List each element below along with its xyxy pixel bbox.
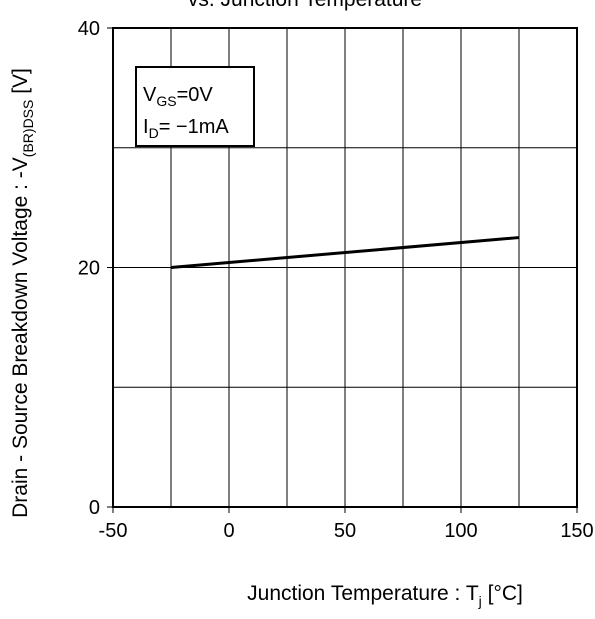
x-axis-label: Junction Temperature : Tj [°C]	[247, 582, 523, 609]
y-tick-label: 20	[78, 258, 100, 280]
x-tick-label: 0	[223, 520, 234, 542]
series	[170, 236, 520, 269]
series-line	[170, 236, 520, 269]
y-axis-label-sub: (BR)DSS	[20, 100, 36, 158]
conditions-legend: VGS=0V ID= −1mA	[135, 66, 255, 147]
condition-id: ID= −1mA	[143, 116, 229, 141]
x-tick-label: 50	[334, 520, 356, 542]
chart-title: vs. Junction Temperature	[188, 0, 422, 11]
x-axis-label-main: Junction Temperature : T	[247, 582, 479, 605]
condition-id-sub: D	[149, 125, 159, 141]
condition-vgs-value: =0V	[177, 84, 214, 106]
condition-vgs-main: V	[143, 84, 157, 106]
x-tick-label: -50	[99, 520, 128, 542]
condition-id-value: = −1mA	[159, 116, 230, 138]
condition-id-main: I	[143, 116, 149, 138]
x-axis-label-sub: j	[478, 593, 482, 609]
y-axis-label-main: Drain - Source Breakdown Voltage : -V	[9, 157, 32, 518]
y-tick-label: 40	[78, 18, 100, 40]
y-tick-label: 0	[89, 497, 100, 519]
condition-vgs: VGS=0V	[143, 84, 213, 109]
y-axis-label-unit: [V]	[9, 68, 32, 100]
y-axis-label: Drain - Source Breakdown Voltage : -V(BR…	[9, 68, 36, 518]
x-axis-label-unit: [°C]	[482, 582, 523, 605]
x-tick-label: 150	[560, 520, 593, 542]
conditions-box	[135, 66, 255, 147]
x-tick-label: 100	[444, 520, 477, 542]
condition-vgs-sub: GS	[156, 93, 176, 109]
